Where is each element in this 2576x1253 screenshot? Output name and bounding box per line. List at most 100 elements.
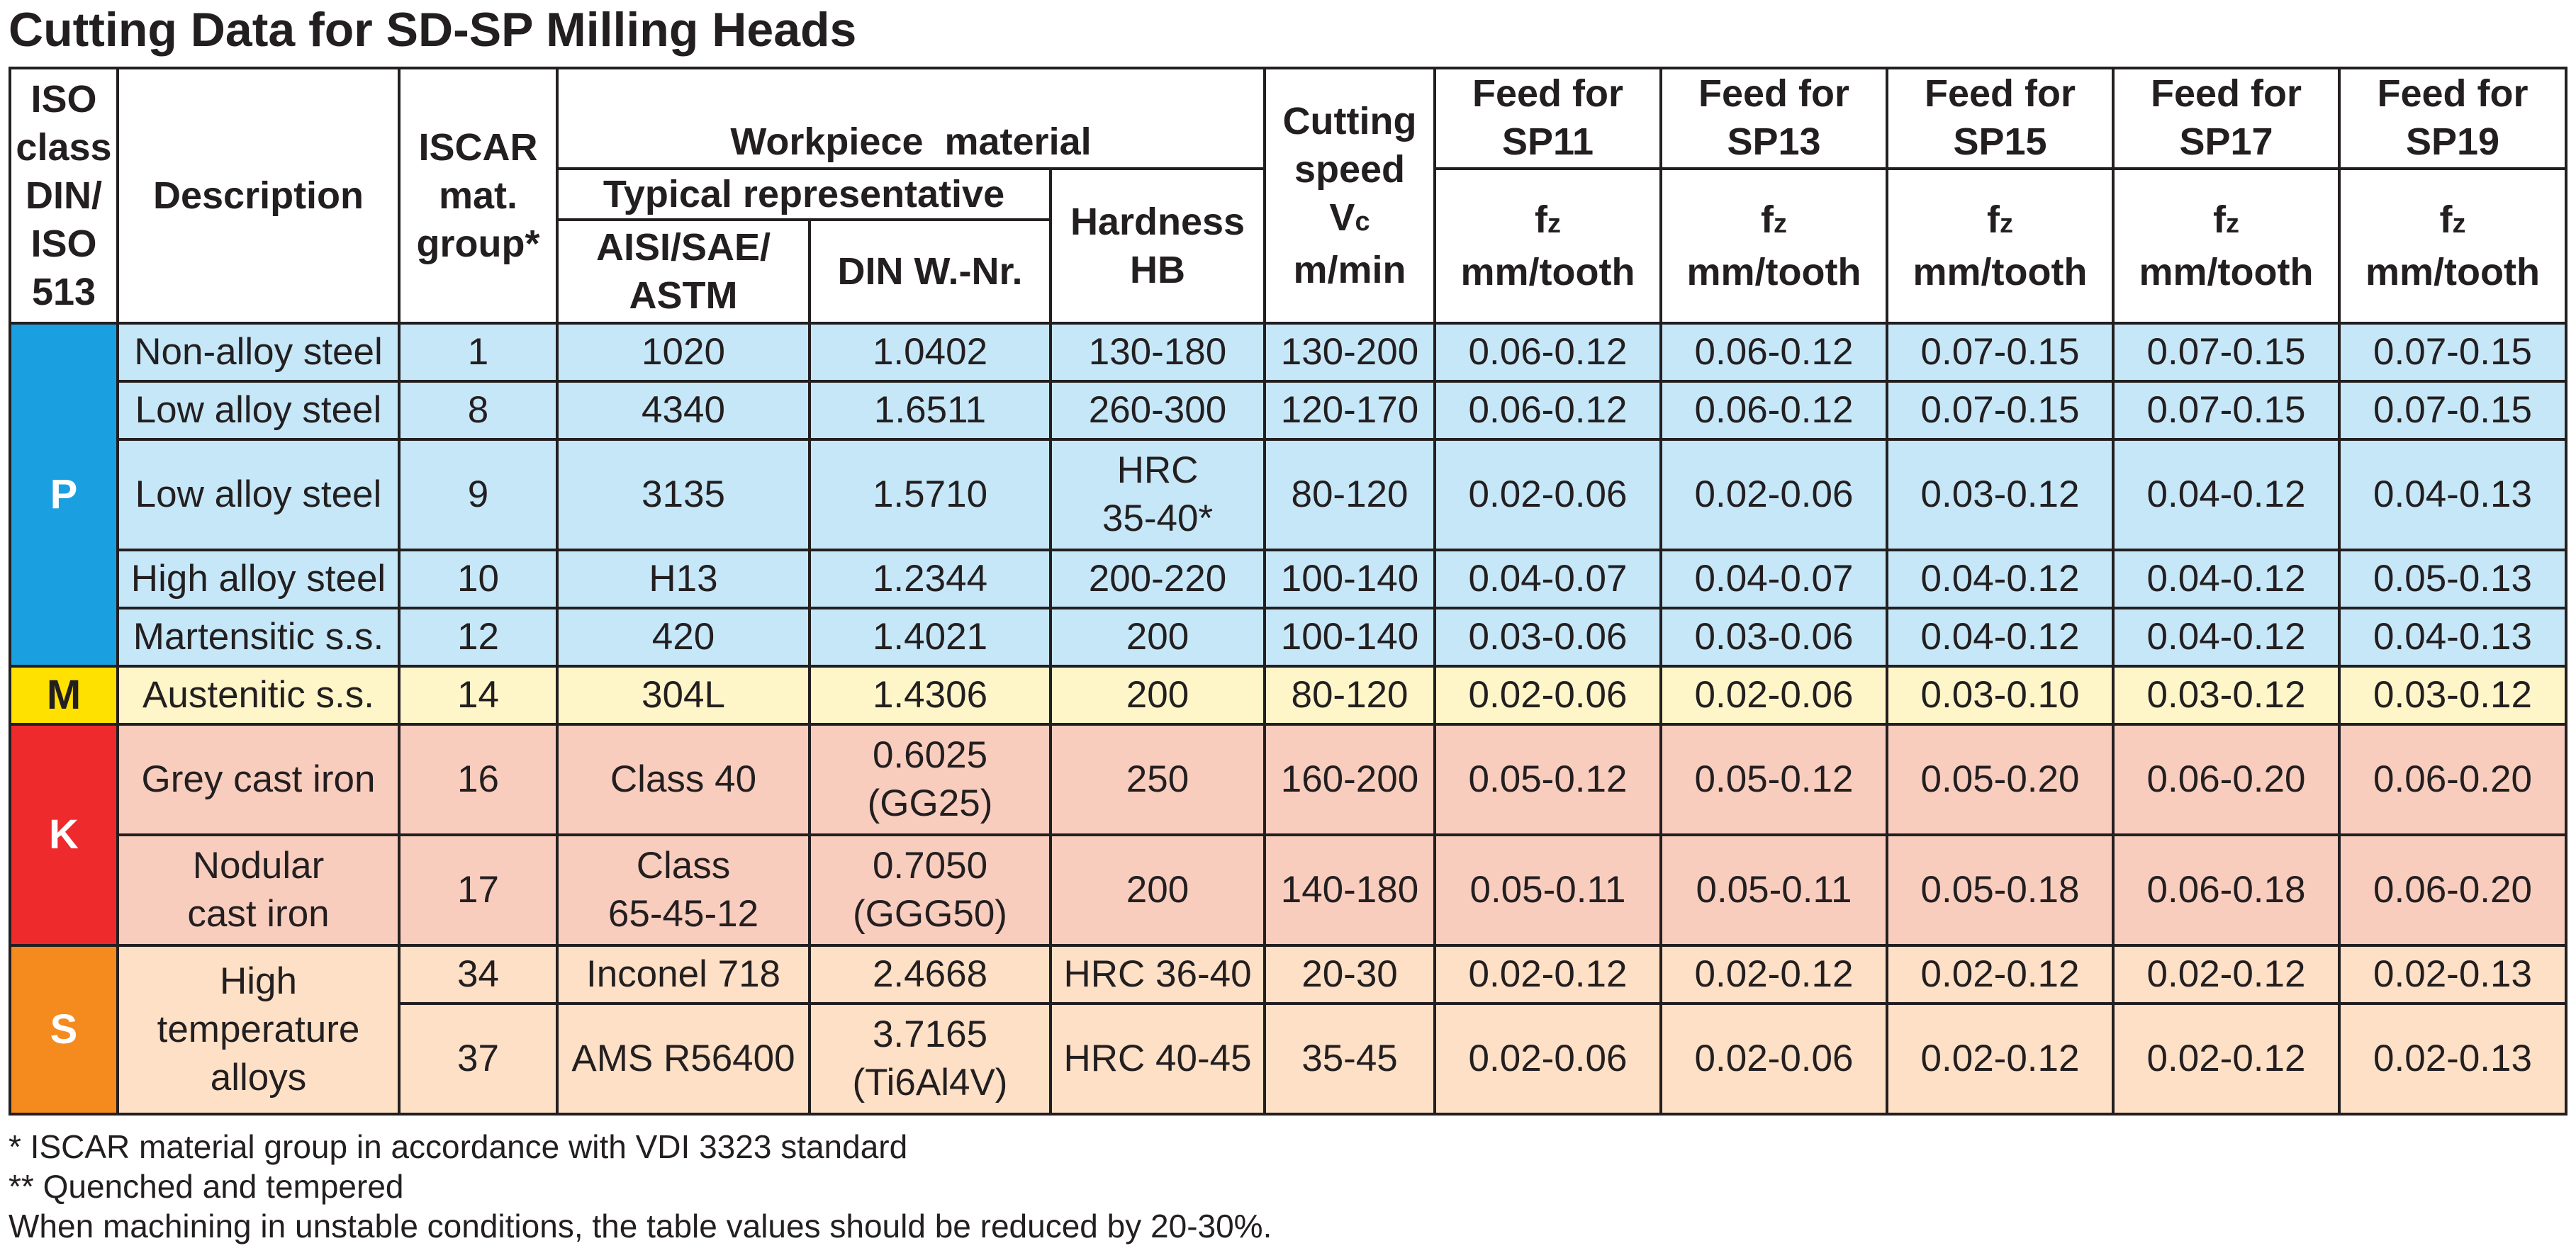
iscar-group-cell: 1 bbox=[398, 322, 559, 383]
description-cell-line: cast iron bbox=[187, 893, 330, 935]
table-row: Low alloy steel 8 4340 1.6511 260-300 120-170… bbox=[10, 380, 2567, 441]
header-aisi: AISI/SAE/ ASTM bbox=[556, 218, 811, 325]
iscar-group-cell: 37 bbox=[398, 1002, 559, 1116]
header-iso-line: class bbox=[16, 126, 112, 169]
header-feed-line: Feed for bbox=[2150, 72, 2302, 115]
iso-class-p: P bbox=[9, 322, 119, 668]
feed-cell: 0.03-0.12 bbox=[1886, 438, 2115, 551]
feed-cell: 0.04-0.12 bbox=[2112, 549, 2341, 609]
footnote: When machining in unstable conditions, t… bbox=[9, 1208, 1272, 1244]
hardness-cell: HRC 35-40* bbox=[1049, 438, 1266, 551]
table-row: P Non-alloy steel 1 1020 1.0402 130-180 130-20… bbox=[9, 322, 2567, 668]
iscar-group-cell: 8 bbox=[398, 380, 559, 441]
header-iso: ISO class DIN/ ISO 513 bbox=[9, 67, 119, 325]
header-feed-unit-text: mm/tooth bbox=[1913, 251, 2088, 293]
footnote: ** Quenched and tempered bbox=[9, 1168, 404, 1205]
aisi-cell: 3135 bbox=[556, 438, 811, 551]
feed-cell: 0.05-0.20 bbox=[1886, 723, 2115, 836]
feed-cell: 0.05-0.12 bbox=[1659, 723, 1888, 836]
aisi-cell: Inconel 718 bbox=[556, 944, 811, 1005]
feed-cell: 0.06-0.20 bbox=[2338, 723, 2567, 836]
header-description: Description bbox=[116, 67, 401, 325]
feed-cell: 0.04-0.12 bbox=[1886, 549, 2115, 609]
header-hardness-line: HB bbox=[1130, 249, 1185, 291]
feed-cell: 0.05-0.12 bbox=[1433, 723, 1662, 836]
feed-cell: 0.07-0.15 bbox=[2112, 322, 2341, 383]
description-cell: High temperature alloys bbox=[116, 944, 401, 1116]
feed-cell: 0.07-0.15 bbox=[1886, 380, 2115, 441]
header-iso-line: 513 bbox=[31, 271, 96, 313]
aisi-cell-line: 65-45-12 bbox=[607, 893, 759, 935]
feed-cell: 0.05-0.11 bbox=[1659, 833, 1888, 947]
cutting-speed-cell: 140-180 bbox=[1263, 833, 1436, 947]
header-feed-unit-text: mm/tooth bbox=[2139, 251, 2314, 293]
header-feed-line: SP19 bbox=[2405, 120, 2500, 163]
feed-cell: 0.03-0.06 bbox=[1433, 607, 1662, 668]
header-typical-representative: Typical representative bbox=[556, 167, 1052, 221]
header-speed-symbol: Vc bbox=[1329, 196, 1370, 239]
feed-cell: 0.02-0.06 bbox=[1659, 665, 1888, 726]
header-feed-symbol: fz bbox=[2439, 198, 2466, 241]
feed-cell: 0.02-0.13 bbox=[2338, 1002, 2567, 1116]
aisi-cell: H13 bbox=[556, 549, 811, 609]
din-cell-line: 0.7050 bbox=[872, 845, 988, 887]
header-feed-sp17: Feed for SP17 bbox=[2112, 67, 2341, 170]
header-hardness-line: Hardness bbox=[1070, 201, 1245, 243]
header-feed-line: Feed for bbox=[1924, 72, 2076, 115]
iscar-group-cell: 10 bbox=[398, 549, 559, 609]
header-aisi-line: AISI/SAE/ bbox=[595, 226, 771, 269]
cutting-speed-cell: 35-45 bbox=[1263, 1002, 1436, 1116]
header-feed-unit: fz mm/tooth bbox=[1886, 167, 2115, 325]
iso-class-s: S bbox=[9, 944, 119, 1116]
din-cell-line: (GGG50) bbox=[853, 893, 1007, 935]
cutting-speed-cell: 100-140 bbox=[1263, 607, 1436, 668]
feed-cell: 0.02-0.06 bbox=[1659, 1002, 1888, 1116]
hardness-cell: 260-300 bbox=[1049, 380, 1266, 441]
aisi-cell-line: 4340 bbox=[642, 389, 725, 431]
header-feed-line: SP11 bbox=[1501, 120, 1594, 163]
hardness-cell-line: HRC 36-40 bbox=[1063, 953, 1252, 995]
hardness-cell: 200-220 bbox=[1049, 549, 1266, 609]
cutting-data-table: ISO class DIN/ ISO 513 Description ISCAR… bbox=[9, 67, 2567, 1116]
header-aisi-line: ASTM bbox=[629, 274, 738, 317]
cutting-speed-cell: 100-140 bbox=[1263, 549, 1436, 609]
din-cell-line: 3.7165 bbox=[872, 1013, 988, 1055]
header-feed-line: SP15 bbox=[1953, 120, 2047, 163]
din-cell: 1.4021 bbox=[808, 607, 1052, 668]
table-body: P Non-alloy steel 1 1020 1.0402 130-180 130-20… bbox=[9, 322, 2567, 1116]
feed-cell: 0.02-0.12 bbox=[1886, 1002, 2115, 1116]
description-cell-line: Low alloy steel bbox=[135, 473, 382, 515]
hardness-cell-line: 200 bbox=[1126, 616, 1189, 658]
header-iso-line: DIN/ bbox=[26, 174, 102, 217]
feed-cell: 0.03-0.06 bbox=[1659, 607, 1888, 668]
hardness-cell-line: HRC 40-45 bbox=[1063, 1038, 1252, 1079]
table-row: 37 AMS R56400 3.7165 (Ti6Al4V) HRC 40-45 35-4… bbox=[10, 1002, 2567, 1116]
din-cell-line: (GG25) bbox=[867, 782, 993, 824]
din-cell: 1.5710 bbox=[808, 438, 1052, 551]
feed-cell: 0.02-0.12 bbox=[1886, 944, 2115, 1005]
iscar-group-cell: 16 bbox=[398, 723, 559, 836]
description-cell-line: High bbox=[219, 960, 297, 1002]
feed-cell: 0.04-0.07 bbox=[1433, 549, 1662, 609]
hardness-cell: HRC 40-45 bbox=[1049, 1002, 1266, 1116]
aisi-cell: Class 40 bbox=[556, 723, 811, 836]
header-speed-line: Cutting bbox=[1282, 100, 1417, 142]
footnote: * ISCAR material group in accordance wit… bbox=[9, 1128, 908, 1165]
aisi-cell-line: 304L bbox=[642, 674, 725, 716]
header-iscar-line: group* bbox=[416, 223, 540, 265]
aisi-cell-line: 1020 bbox=[642, 331, 725, 373]
din-cell: 3.7165 (Ti6Al4V) bbox=[808, 1002, 1052, 1116]
din-cell-line: 1.2344 bbox=[872, 558, 988, 600]
aisi-cell-line: Class bbox=[636, 845, 731, 887]
header-feed-unit: fz mm/tooth bbox=[2338, 167, 2567, 325]
feed-cell: 0.02-0.12 bbox=[2112, 944, 2341, 1005]
table-row: Martensitic s.s. 12 420 1.4021 200 100-140 0.0… bbox=[10, 607, 2567, 668]
description-cell: Grey cast iron bbox=[116, 723, 401, 836]
table-row: High alloy steel 10 H13 1.2344 200-220 100-14… bbox=[10, 549, 2567, 609]
iscar-group-cell: 14 bbox=[398, 665, 559, 726]
header-hardness: Hardness HB bbox=[1049, 167, 1266, 325]
description-cell-line: Nodular bbox=[192, 845, 325, 887]
description-cell-line: alloys bbox=[210, 1057, 307, 1099]
aisi-cell-line: H13 bbox=[649, 558, 718, 600]
header-feed-line: Feed for bbox=[2377, 72, 2529, 115]
